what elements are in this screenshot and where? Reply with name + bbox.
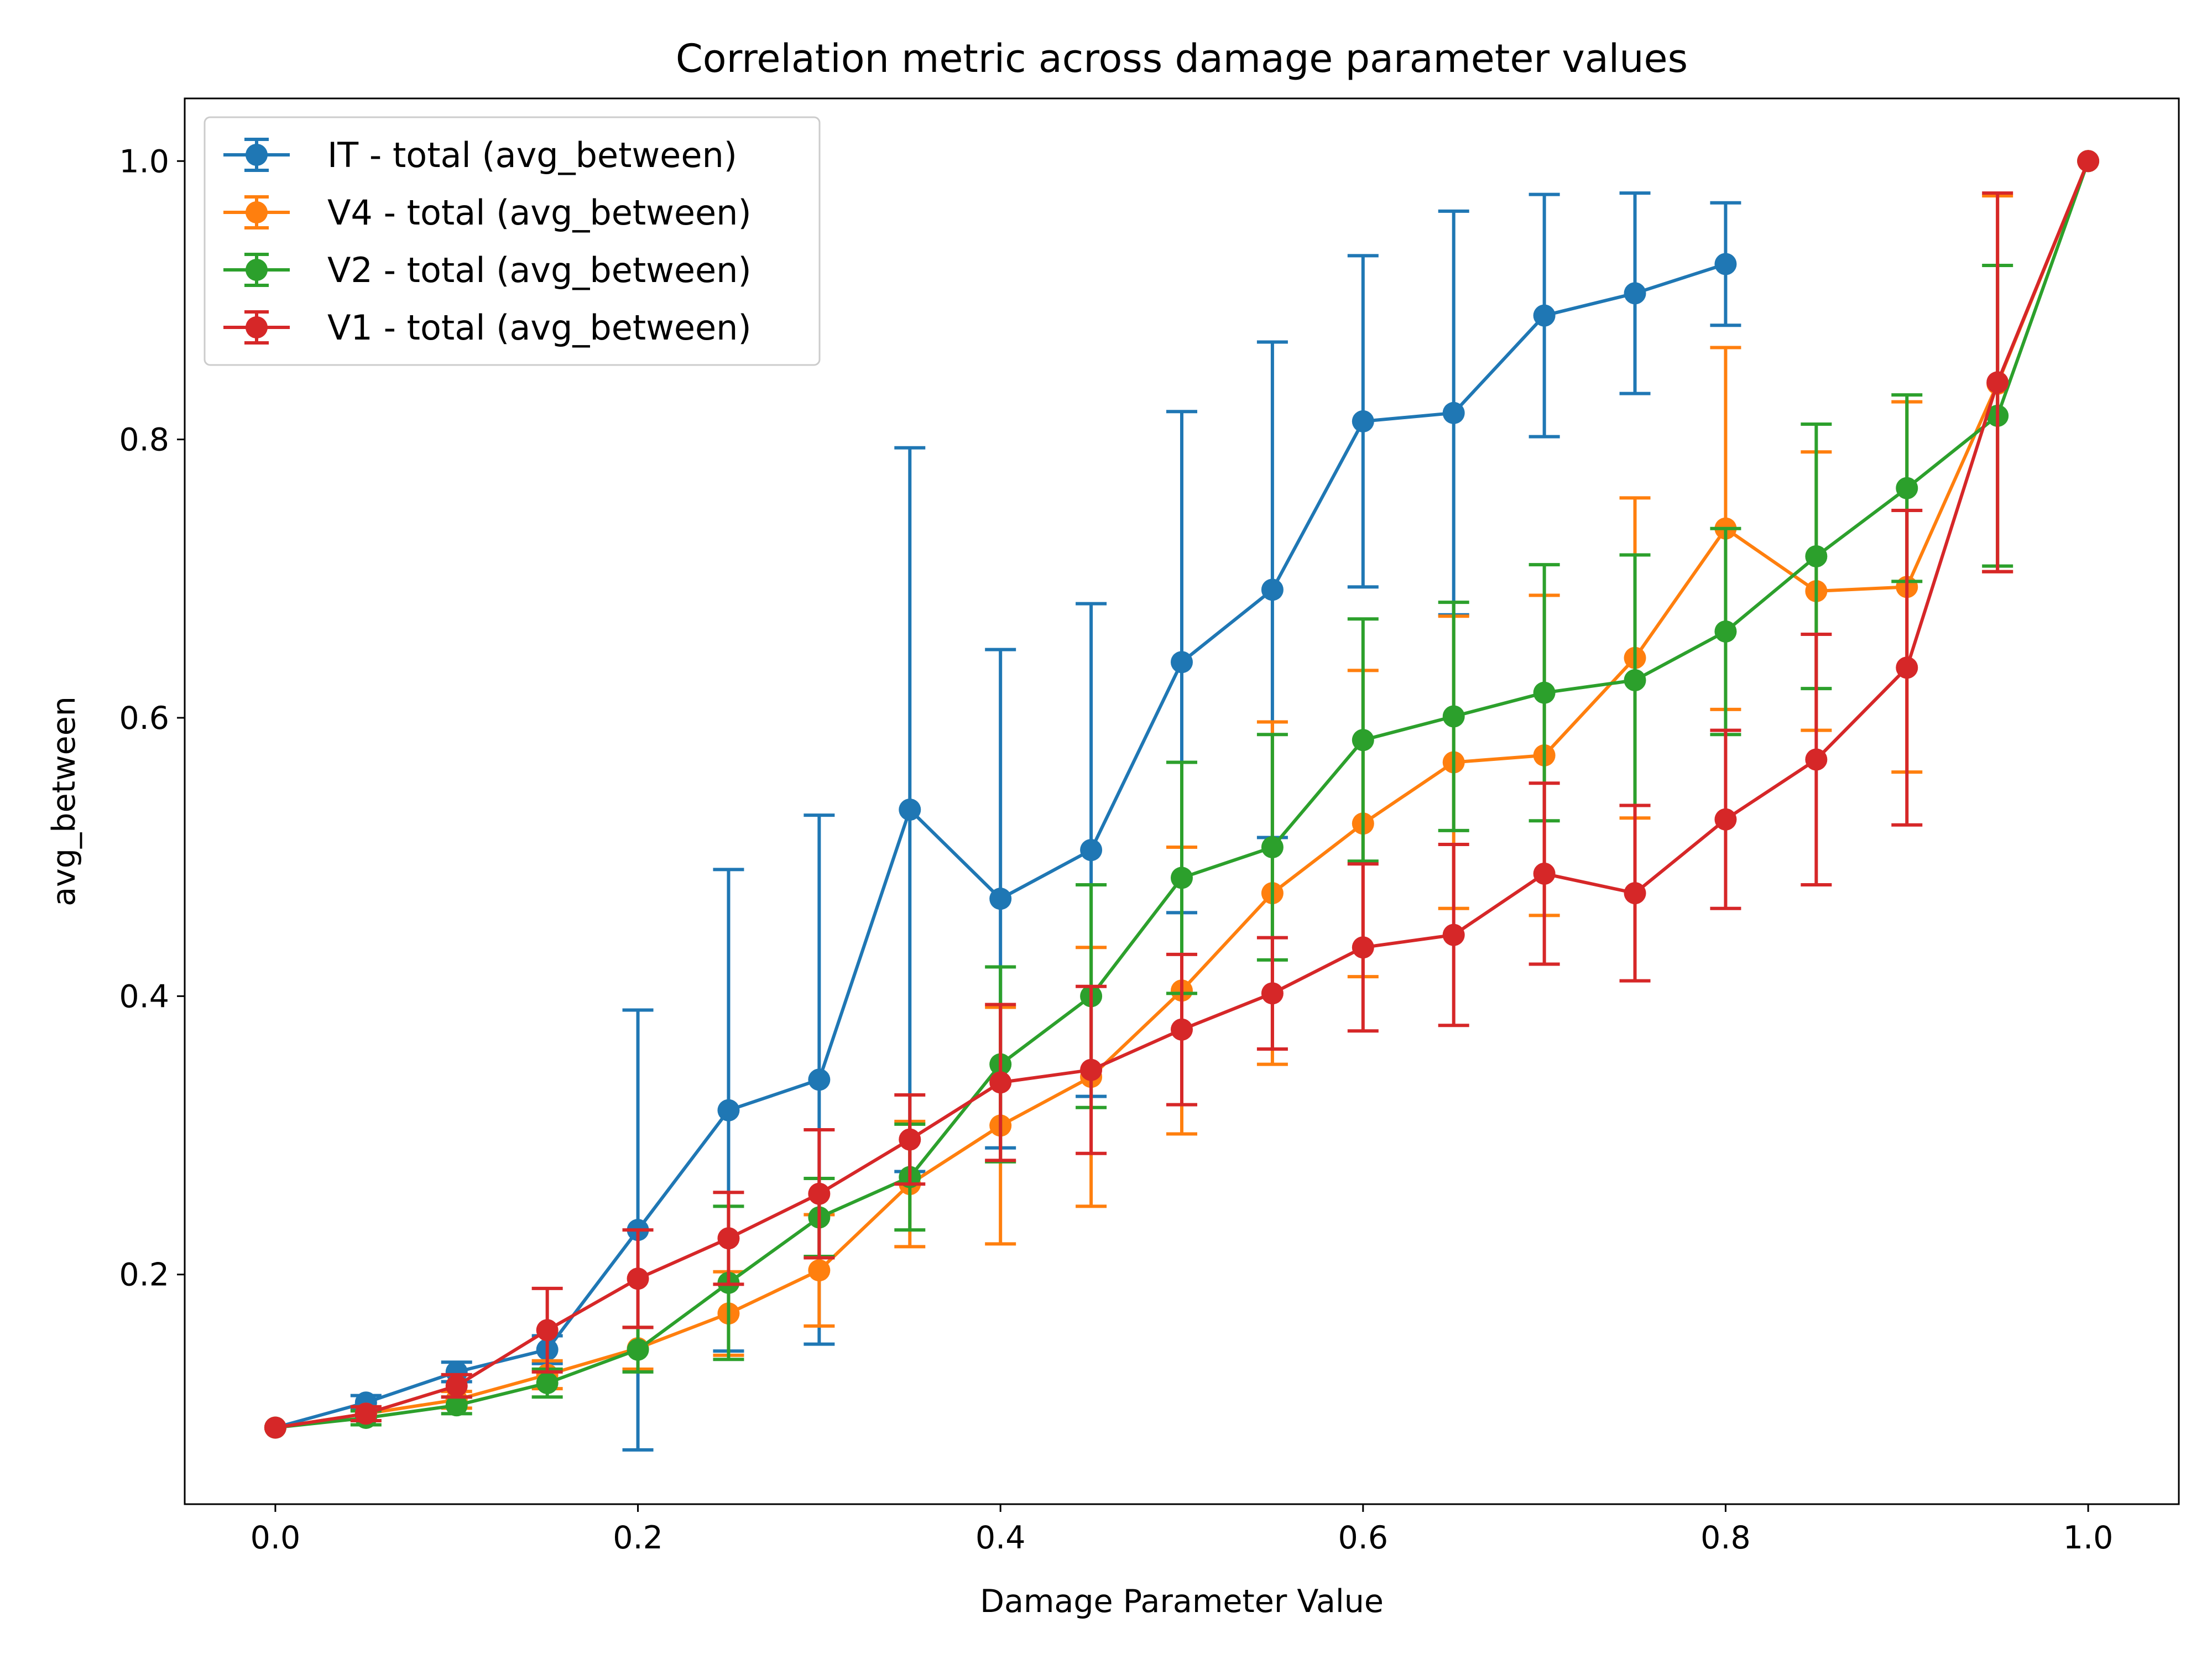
data-point xyxy=(627,1267,649,1290)
legend-marker xyxy=(246,259,268,281)
data-point xyxy=(1171,867,1193,889)
x-tick-label: 0.6 xyxy=(1338,1520,1388,1556)
data-point xyxy=(1352,729,1374,752)
legend-item: V1 - total (avg_between) xyxy=(223,307,752,348)
plot-area-frame xyxy=(184,97,2180,1505)
data-point xyxy=(1896,477,1918,499)
legend-item: IT - total (avg_between) xyxy=(223,135,737,175)
x-tick-label: 0.0 xyxy=(251,1520,301,1556)
legend-item: V2 - total (avg_between) xyxy=(223,250,752,290)
legend-marker xyxy=(246,144,268,166)
data-point xyxy=(1714,253,1737,275)
data-point xyxy=(899,1128,921,1151)
data-point xyxy=(989,1071,1012,1094)
data-point xyxy=(1624,669,1646,692)
data-point xyxy=(717,1227,740,1250)
y-tick-label: 0.6 xyxy=(119,700,169,737)
legend-label: V4 - total (avg_between) xyxy=(327,192,752,233)
data-point xyxy=(1896,656,1918,679)
data-point xyxy=(899,799,921,821)
series-3 xyxy=(264,150,2100,1439)
legend-item: V4 - total (avg_between) xyxy=(223,192,752,233)
legend-label: V2 - total (avg_between) xyxy=(327,250,752,290)
legend: IT - total (avg_between) V4 - total (avg_… xyxy=(204,116,821,366)
data-point xyxy=(1805,748,1828,771)
data-point xyxy=(354,1402,377,1425)
legend-label: IT - total (avg_between) xyxy=(327,135,737,175)
data-point xyxy=(1352,936,1374,959)
data-point xyxy=(1986,371,2009,394)
legend-box xyxy=(204,116,821,366)
data-point xyxy=(808,1068,831,1091)
data-point xyxy=(1171,651,1193,674)
data-point xyxy=(717,1099,740,1121)
x-tick-label: 0.4 xyxy=(975,1520,1026,1556)
legend-label: V1 - total (avg_between) xyxy=(327,307,752,348)
data-point xyxy=(808,1182,831,1205)
data-point xyxy=(1080,839,1103,862)
data-point xyxy=(2077,150,2100,173)
data-point xyxy=(1080,1058,1103,1081)
data-point xyxy=(1624,282,1646,305)
data-point xyxy=(1714,620,1737,643)
y-tick-label: 0.4 xyxy=(119,978,169,1015)
data-point xyxy=(1261,836,1284,859)
data-point xyxy=(1442,924,1465,946)
data-point xyxy=(1533,681,1556,704)
y-tick-label: 1.0 xyxy=(119,143,169,180)
data-point xyxy=(1805,545,1828,568)
x-tick-label: 1.0 xyxy=(2063,1520,2114,1556)
data-point xyxy=(445,1394,468,1417)
x-tick-label: 0.2 xyxy=(613,1520,663,1556)
x-tick-label: 0.8 xyxy=(1700,1520,1751,1556)
data-point xyxy=(1442,401,1465,424)
x-axis: 0.0 0.2 0.4 0.6 0.8 1.0 xyxy=(251,1504,2114,1556)
data-point xyxy=(445,1375,468,1397)
legend-marker xyxy=(246,201,268,223)
data-point xyxy=(1442,705,1465,728)
legend-marker xyxy=(246,316,268,338)
data-point xyxy=(1171,1018,1193,1041)
data-point xyxy=(264,1416,286,1439)
data-point xyxy=(1533,862,1556,885)
y-tick-label: 0.2 xyxy=(119,1257,169,1293)
data-point xyxy=(536,1372,559,1395)
data-point xyxy=(1261,982,1284,1005)
data-point xyxy=(808,1259,831,1282)
y-axis-label: avg_between xyxy=(46,696,82,906)
data-point xyxy=(536,1319,559,1342)
data-point xyxy=(1261,578,1284,601)
data-point xyxy=(1533,304,1556,327)
series-layer xyxy=(264,150,2100,1452)
chart-title: Correlation metric across damage paramet… xyxy=(676,36,1688,81)
data-point xyxy=(627,1338,649,1361)
data-point xyxy=(1624,882,1646,905)
data-point xyxy=(1714,808,1737,831)
data-point xyxy=(1352,410,1374,432)
y-tick-label: 0.8 xyxy=(119,422,169,458)
data-point xyxy=(989,888,1012,910)
y-axis: 0.2 0.4 0.6 0.8 1.0 xyxy=(119,143,185,1293)
x-axis-label: Damage Parameter Value xyxy=(980,1583,1384,1620)
